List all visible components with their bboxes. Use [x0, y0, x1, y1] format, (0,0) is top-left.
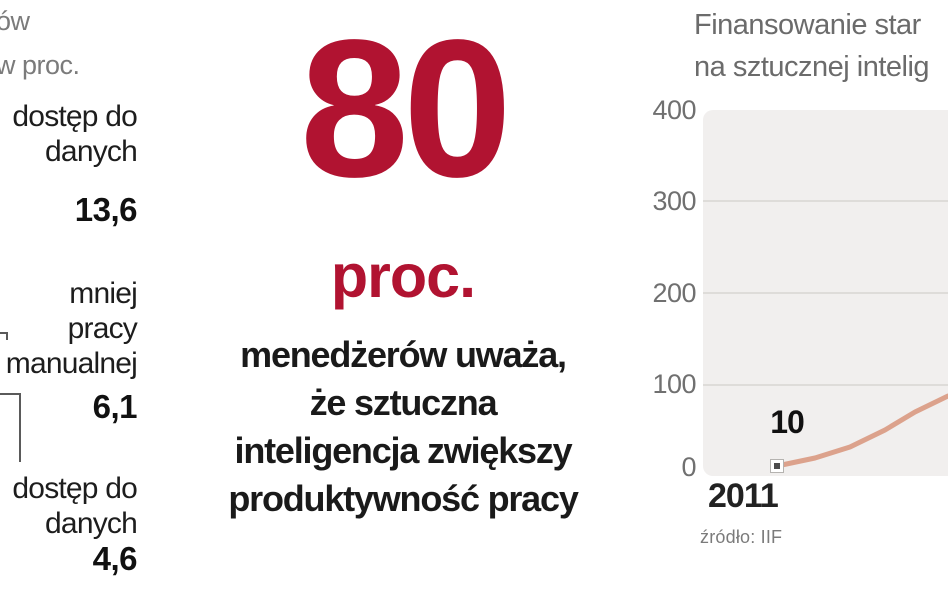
gridline: [703, 200, 948, 202]
left-item-label: dostęp do danych: [0, 471, 137, 541]
left-title-fragment-1: ów: [0, 6, 30, 36]
y-axis-tick: 200: [652, 278, 696, 308]
stat-unit: proc.: [330, 242, 476, 310]
y-axis-tick: 100: [652, 369, 696, 399]
left-item-value: 6,1: [92, 388, 138, 425]
data-point-marker: [770, 459, 784, 473]
chart-title-line: na sztucznej intelig: [694, 51, 930, 83]
y-axis-tick: 400: [652, 95, 696, 125]
chart-source: źródło: IIF: [700, 527, 783, 547]
left-item-label-line: mniej: [69, 277, 138, 310]
x-axis-tick: 2011: [708, 477, 779, 515]
chart-title-line: Finansowanie star: [694, 9, 921, 41]
stat-big-number: 80: [299, 0, 512, 218]
chart-title: Finansowanie star na sztucznej intelig: [694, 4, 930, 88]
left-item-label: mniej pracy manualnej: [0, 276, 138, 381]
leader-line: [0, 332, 8, 334]
left-item-value: 13,6: [74, 191, 138, 228]
y-axis-tick: 0: [681, 452, 696, 482]
left-item-label-line: danych: [45, 135, 138, 168]
data-point-marker-core: [774, 463, 780, 469]
leader-line: [19, 393, 21, 462]
y-axis-tick: 300: [652, 186, 696, 216]
stat-description-line: inteligencja zwiększy: [234, 430, 573, 471]
left-item-value: 4,6: [92, 540, 138, 577]
trend-line: [774, 393, 948, 469]
leader-line: [0, 393, 21, 395]
data-point-label: 10: [770, 404, 805, 440]
left-title-fragment-2: w proc.: [0, 50, 80, 80]
left-item-label-line: dostęp do: [12, 100, 137, 133]
gridline: [703, 292, 948, 294]
left-item-label: dostęp do danych: [0, 99, 137, 169]
left-item-label-line: danych: [45, 507, 138, 540]
left-item-label-line: manualnej: [5, 347, 138, 380]
stat-description-line: produktywność pracy: [228, 478, 578, 519]
stat-description-line: menedżerów uważa,: [240, 334, 567, 375]
left-item-label-line: pracy: [67, 312, 138, 345]
gridline: [703, 384, 948, 386]
stat-description: menedżerów uważa, że sztuczna inteligenc…: [153, 331, 653, 523]
left-item-label-line: dostęp do: [12, 472, 137, 505]
leader-line: [6, 332, 8, 340]
stat-description-line: że sztuczna: [309, 382, 498, 423]
